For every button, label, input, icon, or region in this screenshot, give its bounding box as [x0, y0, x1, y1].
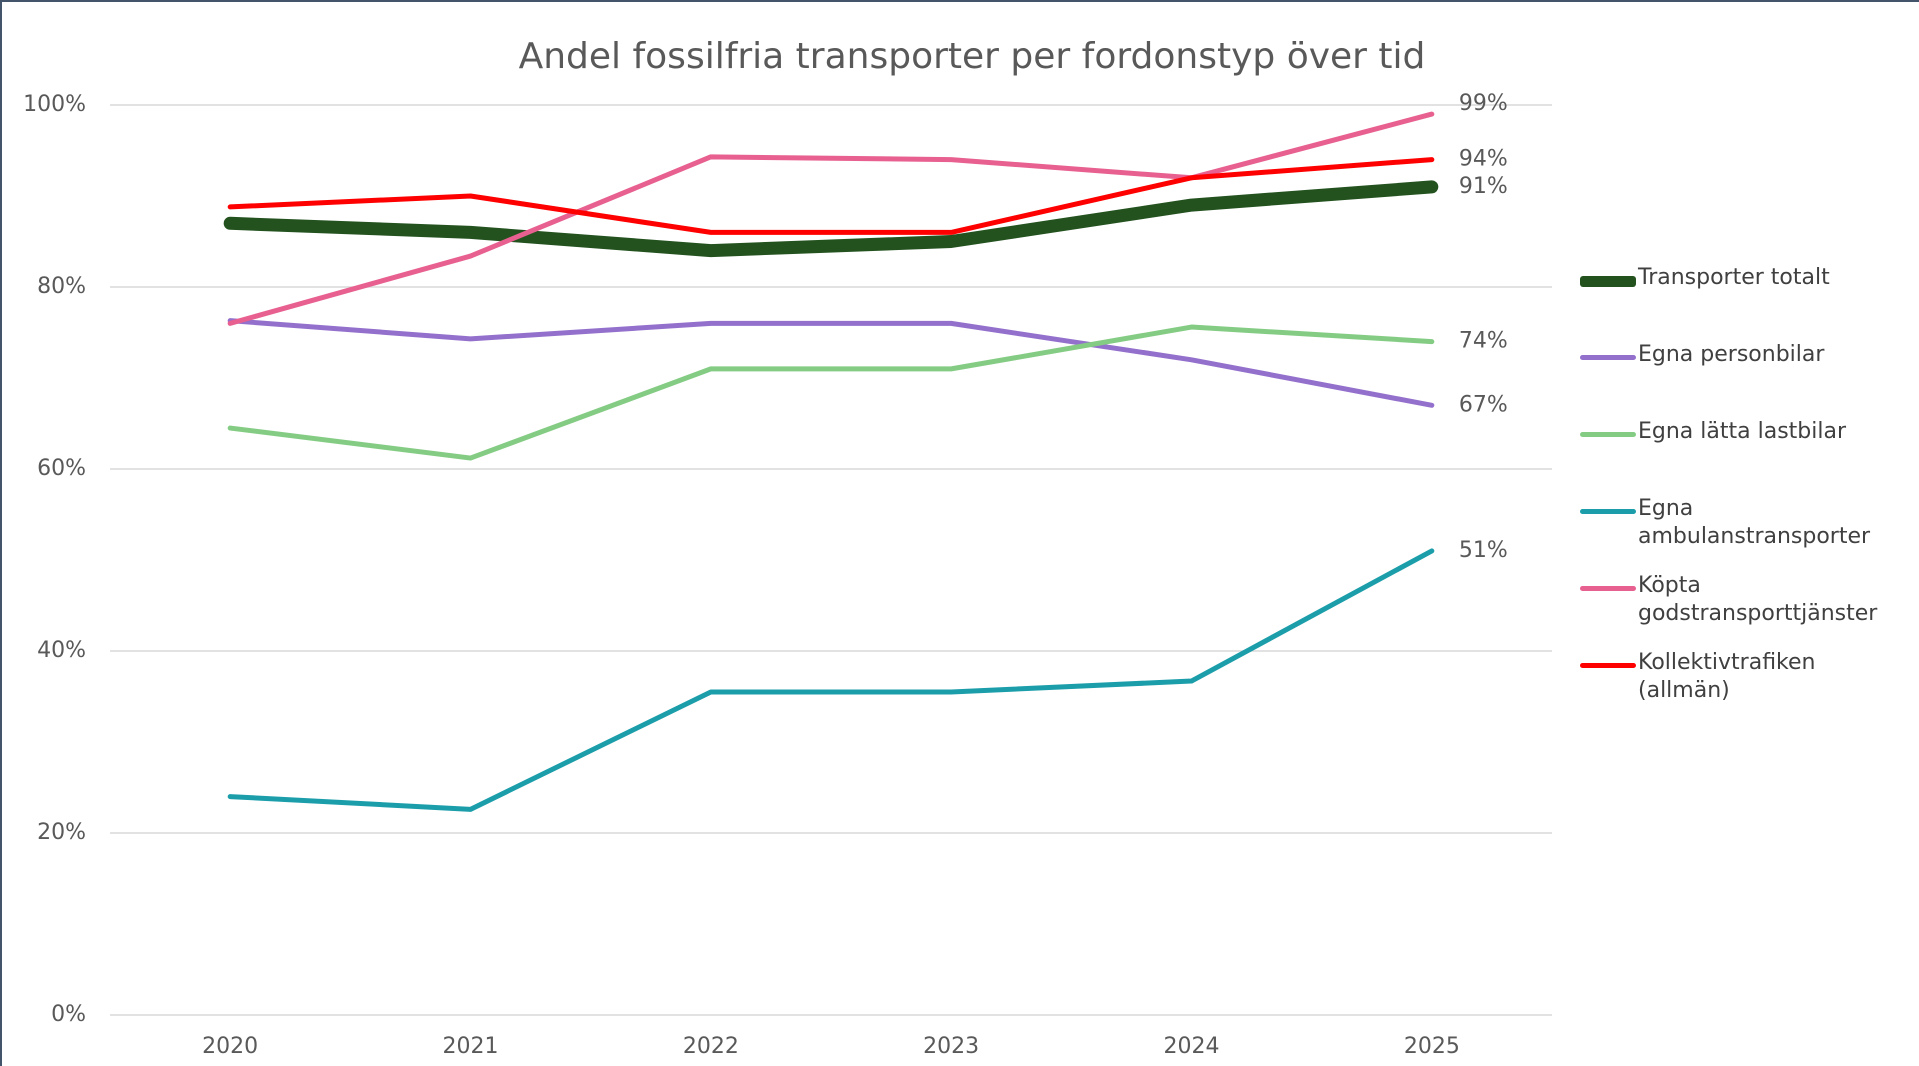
- legend-swatch: [1580, 355, 1636, 360]
- legend-swatch: [1580, 586, 1636, 591]
- legend-swatch: [1580, 432, 1636, 437]
- series-line: [227, 548, 1435, 812]
- legend-swatch: [1580, 276, 1636, 287]
- data-label: 51%: [1459, 538, 1508, 563]
- legend-swatch: [1580, 509, 1636, 514]
- series-line: [227, 157, 1435, 235]
- legend-label: Egna lätta lastbilar: [1638, 419, 1847, 444]
- x-tick-label: 2024: [1164, 1034, 1220, 1059]
- legend-item: Egna lätta lastbilar: [1580, 418, 1910, 446]
- x-tick-label: 2020: [202, 1034, 258, 1059]
- legend-item: Kollektivtrafiken (allmän): [1580, 649, 1910, 705]
- legend-item: Köpta godstransporttjänster: [1580, 572, 1910, 628]
- legend-item: Transporter totalt: [1580, 264, 1910, 292]
- legend-item: Egna ambulanstransporter: [1580, 495, 1910, 551]
- legend-label: Köpta godstransporttjänster: [1638, 573, 1878, 626]
- series-line: [223, 180, 1439, 258]
- y-tick-label: 60%: [37, 456, 86, 481]
- x-tick-label: 2021: [443, 1034, 499, 1059]
- y-tick-label: 80%: [37, 274, 86, 299]
- y-tick-label: 100%: [23, 92, 86, 117]
- y-tick-label: 20%: [37, 820, 86, 845]
- series-line: [227, 318, 1435, 408]
- x-tick-label: 2025: [1404, 1034, 1460, 1059]
- legend-label: Transporter totalt: [1638, 265, 1830, 290]
- data-label: 74%: [1459, 329, 1508, 354]
- x-tick-label: 2023: [923, 1034, 979, 1059]
- series-line: [227, 324, 1435, 461]
- legend-label: Kollektivtrafiken (allmän): [1638, 650, 1816, 703]
- y-tick-label: 0%: [51, 1002, 86, 1027]
- x-tick-label: 2022: [683, 1034, 739, 1059]
- legend-label: Egna personbilar: [1638, 342, 1825, 367]
- legend-swatch: [1580, 663, 1636, 668]
- legend-item: Egna personbilar: [1580, 341, 1910, 369]
- data-label: 99%: [1459, 91, 1508, 116]
- data-label: 94%: [1459, 147, 1508, 172]
- series-line: [227, 111, 1435, 326]
- chart-title: Andel fossilfria transporter per fordons…: [519, 36, 1426, 77]
- legend-label: Egna ambulanstransporter: [1638, 496, 1871, 549]
- data-label: 91%: [1459, 174, 1508, 199]
- data-label: 67%: [1459, 392, 1508, 417]
- y-tick-label: 40%: [37, 638, 86, 663]
